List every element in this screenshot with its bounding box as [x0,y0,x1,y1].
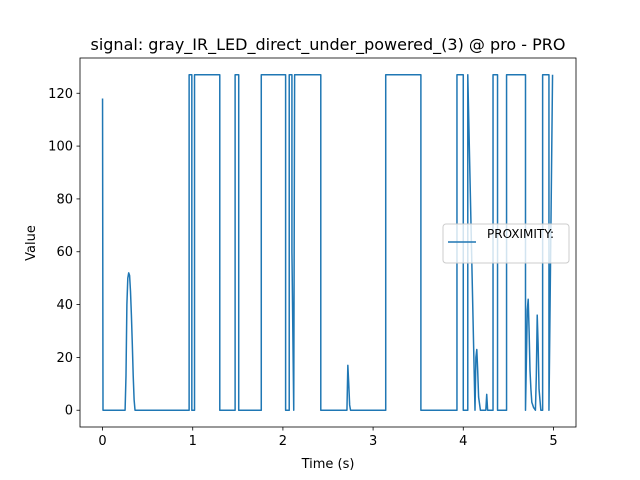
x-tick-label: 2 [279,434,287,449]
y-tick-label: 120 [48,87,73,102]
axis-ticks: 0 1 2 3 4 5 0 20 40 60 80 100 120 [48,87,557,449]
axes-frame [79,57,577,428]
y-tick-label: 60 [56,245,73,260]
y-tick-label: 20 [56,351,73,366]
y-tick-label: 100 [48,140,73,155]
legend: PROXIMITY: [442,223,570,264]
x-tick-label: 3 [369,434,377,449]
y-tick-label: 80 [56,192,73,207]
series-line-0 [101,74,554,411]
x-tick-label: 1 [189,434,197,449]
x-tick-label: 5 [549,434,557,449]
x-tick-label: 0 [98,434,106,449]
y-tick-label: 40 [56,298,73,313]
legend-label: PROXIMITY: [487,227,554,241]
y-axis-label: Value [24,225,39,261]
x-tick-label: 4 [459,434,467,449]
x-axis-label: Time (s) [301,457,355,472]
plot-area [79,57,577,428]
legend-box [442,223,570,264]
y-tick-label: 0 [65,404,73,419]
chart-title: signal: gray_IR_LED_direct_under_powered… [90,35,565,55]
